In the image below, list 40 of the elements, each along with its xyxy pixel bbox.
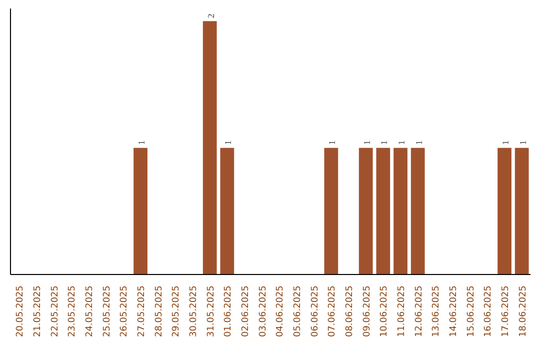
- x-tick-label: 12.06.2025: [414, 286, 424, 338]
- x-tick-label: 26.05.2025: [120, 286, 130, 338]
- x-tick-label: 23.05.2025: [68, 286, 78, 338]
- data-label: 1: [327, 140, 338, 145]
- data-label: 1: [362, 140, 372, 145]
- x-tick-label: 29.05.2025: [172, 286, 182, 338]
- x-tick-label: 01.06.2025: [224, 286, 234, 338]
- x-tick-label: 27.05.2025: [137, 286, 147, 338]
- data-label: 1: [223, 140, 234, 145]
- x-tick-label: 25.05.2025: [102, 286, 112, 338]
- data-label: 1: [396, 140, 406, 145]
- data-label: 2: [206, 14, 216, 18]
- x-tick-label: 07.06.2025: [328, 286, 338, 338]
- x-tick-label: 09.06.2025: [362, 286, 372, 338]
- x-tick-label: 03.06.2025: [258, 286, 268, 338]
- x-tick-label: 02.06.2025: [241, 286, 251, 338]
- x-tick-label: 13.06.2025: [432, 286, 442, 338]
- data-label: 1: [379, 140, 390, 145]
- x-tick-label: 16.06.2025: [484, 286, 494, 338]
- x-tick-label: 18.06.2025: [518, 286, 528, 338]
- x-tick-label: 20.05.2025: [16, 286, 26, 338]
- x-tick-label: 17.06.2025: [501, 286, 511, 338]
- data-label: 1: [500, 140, 510, 145]
- data-label: 1: [518, 140, 528, 145]
- x-tick-label: 22.05.2025: [50, 286, 60, 338]
- x-tick-label: 11.06.2025: [397, 286, 407, 338]
- data-label: 1: [136, 140, 146, 145]
- x-tick-label: 10.06.2025: [380, 286, 390, 338]
- x-tick-label: 14.06.2025: [449, 286, 459, 338]
- x-tick-label: 06.06.2025: [310, 286, 320, 338]
- data-label: 1: [414, 140, 424, 145]
- x-tick-label: 31.05.2025: [206, 286, 216, 338]
- x-tick-label: 05.06.2025: [293, 286, 303, 338]
- x-tick-label: 28.05.2025: [154, 286, 164, 338]
- x-tick-label: 21.05.2025: [33, 286, 43, 338]
- x-tick-label: 04.06.2025: [276, 286, 286, 338]
- x-tick-label: 24.05.2025: [85, 286, 95, 338]
- x-tick-label: 15.06.2025: [466, 286, 476, 338]
- x-tick-label: 08.06.2025: [345, 286, 355, 338]
- x-tick-label: 30.05.2025: [189, 286, 199, 338]
